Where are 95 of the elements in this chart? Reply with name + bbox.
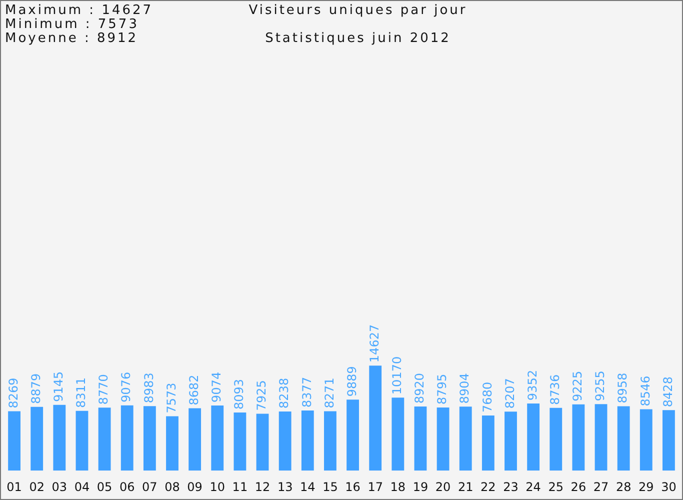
data-label: 8311: [74, 377, 88, 408]
data-label: 8736: [548, 374, 562, 405]
data-label: 8238: [277, 378, 292, 408]
data-label: 7680: [480, 382, 494, 412]
x-tick-label: 05: [96, 480, 112, 494]
x-tick-label: 24: [526, 480, 541, 494]
bar: [30, 406, 44, 471]
bar: [278, 411, 292, 471]
x-tick-label: 18: [390, 480, 406, 494]
data-label: 8958: [616, 372, 630, 404]
x-tick-label: 22: [480, 480, 496, 494]
x-tick-label: 26: [570, 480, 586, 494]
data-label: 8682: [186, 374, 201, 406]
data-label: 8879: [28, 373, 43, 404]
data-label: 8770: [96, 374, 111, 405]
bar: [98, 408, 111, 471]
bar: [459, 406, 472, 471]
bar: [640, 409, 652, 471]
bar: [594, 404, 608, 471]
data-label: 9352: [525, 370, 540, 400]
x-tick-label: 19: [412, 480, 428, 494]
data-label: 8983: [142, 372, 156, 404]
data-label: 8546: [638, 376, 652, 406]
x-tick-label: 04: [74, 480, 90, 494]
bar: [188, 408, 202, 471]
x-tick-label: 07: [142, 480, 158, 494]
bar: [572, 404, 585, 471]
bar: [120, 405, 134, 471]
x-tick-label: 23: [503, 480, 518, 494]
data-label: 7925: [254, 380, 269, 411]
data-label: 9076: [119, 372, 134, 402]
x-tick-label: 28: [616, 480, 632, 494]
bar: [392, 398, 404, 471]
x-tick-label: 15: [322, 480, 338, 494]
data-label: 8271: [322, 378, 336, 408]
x-tick-label: 30: [661, 480, 676, 494]
bar: [662, 410, 675, 471]
text: Moyenne : 8912: [5, 31, 138, 46]
x-tick-label: 10: [210, 480, 226, 494]
x-tick-label: 14: [300, 480, 316, 494]
data-label: 8904: [458, 373, 472, 404]
data-label: 9145: [52, 371, 66, 402]
text: Minimum : 7573: [5, 17, 139, 32]
data-label: 8093: [232, 378, 246, 410]
bar: [346, 400, 359, 471]
data-label: 9225: [570, 370, 585, 402]
data-label: 8795: [435, 374, 450, 404]
data-label: 8269: [6, 378, 20, 408]
bar: [550, 408, 562, 471]
bar: [8, 411, 20, 471]
bar: [436, 407, 450, 471]
data-label: 10170: [390, 356, 404, 395]
data-label: 9889: [344, 366, 359, 397]
bar: [143, 406, 156, 471]
x-tick-label: 11: [232, 480, 248, 494]
x-tick-label: 09: [187, 480, 202, 494]
x-tick-label: 20: [435, 480, 451, 494]
x-tick-label: 17: [368, 480, 383, 494]
bar: [76, 410, 88, 471]
x-tick-label: 16: [345, 480, 360, 494]
bar: [234, 412, 246, 471]
data-label: 9255: [593, 370, 608, 402]
data-label: 14627: [367, 324, 382, 363]
data-label: 8377: [300, 376, 314, 408]
data-label: 8207: [502, 378, 517, 409]
text: Maximum : 14627: [5, 3, 154, 18]
data-label: 8428: [660, 376, 675, 408]
bar: [211, 405, 224, 471]
x-tick-label: 29: [638, 480, 654, 494]
x-tick-label: 02: [29, 480, 44, 494]
x-tick-label: 08: [164, 480, 180, 494]
chart-subtitle: Statistiques juin 2012: [265, 31, 451, 46]
bar: [166, 416, 178, 471]
data-label: 8920: [412, 373, 427, 404]
data-label: 9074: [210, 372, 224, 402]
x-tick-label: 01: [6, 480, 22, 494]
x-tick-label: 25: [548, 480, 564, 494]
data-label: 7573: [164, 382, 178, 414]
bar: [504, 412, 517, 471]
bar: [482, 415, 494, 471]
x-tick-label: 27: [593, 480, 609, 494]
bar: [414, 406, 427, 471]
x-tick-label: 12: [254, 480, 270, 494]
bar: [256, 414, 269, 471]
bar: [324, 411, 336, 471]
x-tick-label: 06: [119, 480, 135, 494]
x-tick-label: 03: [52, 480, 68, 494]
bar: [53, 404, 66, 471]
bar: [527, 403, 540, 471]
bar: [617, 406, 630, 471]
chart-title: Visiteurs uniques par jour: [248, 3, 468, 18]
bar: [369, 366, 382, 471]
x-tick-label: 13: [277, 480, 293, 494]
x-tick-label: 21: [458, 480, 474, 494]
bar: [301, 410, 314, 471]
